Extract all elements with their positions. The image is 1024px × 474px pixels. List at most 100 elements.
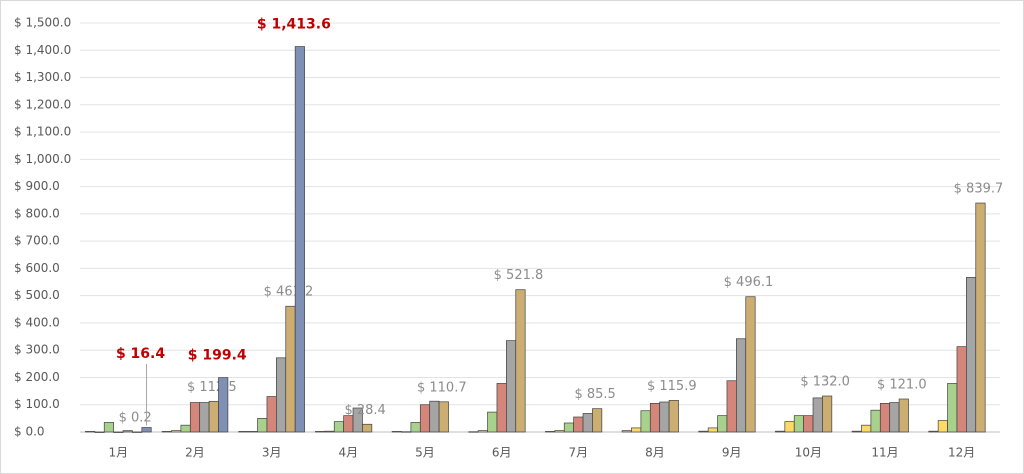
y-tick-label: $ 1,300.0 bbox=[14, 70, 71, 84]
bar bbox=[717, 415, 728, 433]
bar bbox=[294, 46, 305, 433]
bar bbox=[324, 430, 335, 433]
bar bbox=[668, 400, 679, 433]
y-tick-label: $ 900.0 bbox=[14, 179, 60, 193]
bar bbox=[103, 422, 114, 433]
bar bbox=[621, 430, 632, 433]
bar bbox=[141, 427, 152, 433]
y-tick-label: $ 1,100.0 bbox=[14, 125, 71, 139]
bar bbox=[410, 422, 421, 433]
data-label: $ 0.2 bbox=[119, 410, 152, 425]
bar bbox=[851, 430, 862, 433]
bar bbox=[218, 377, 229, 433]
bar bbox=[975, 202, 986, 433]
bar bbox=[180, 424, 191, 433]
bar bbox=[189, 402, 201, 433]
bar bbox=[343, 415, 354, 433]
bar bbox=[745, 296, 756, 433]
data-label: $ 1,413.6 bbox=[257, 17, 331, 33]
y-tick-label: $ 1,200.0 bbox=[14, 97, 71, 111]
x-tick-label: 12月 bbox=[948, 446, 975, 460]
bar bbox=[419, 404, 431, 433]
data-label: $ 521.8 bbox=[494, 268, 544, 283]
bar bbox=[113, 431, 124, 433]
bar bbox=[956, 346, 967, 433]
data-label: $ 199.4 bbox=[188, 348, 247, 364]
x-tick-label: 11月 bbox=[871, 446, 898, 460]
bar bbox=[429, 400, 440, 433]
bar bbox=[257, 418, 268, 433]
bar bbox=[726, 380, 737, 433]
y-tick-label: $ 800.0 bbox=[14, 206, 60, 220]
y-tick-label: $ 200.0 bbox=[14, 370, 60, 384]
bar bbox=[161, 431, 172, 433]
x-tick-label: 2月 bbox=[185, 446, 205, 460]
y-tick-label: $ 1,000.0 bbox=[14, 152, 71, 166]
bar bbox=[199, 402, 210, 433]
bar bbox=[736, 338, 747, 433]
bar bbox=[582, 413, 593, 433]
bar bbox=[822, 395, 833, 433]
x-tick-label: 3月 bbox=[262, 446, 282, 460]
y-tick-label: $ 1,400.0 bbox=[14, 43, 71, 57]
bar bbox=[285, 305, 296, 433]
data-label: $ 16.4 bbox=[116, 346, 165, 362]
bar bbox=[937, 420, 948, 433]
x-tick-label: 6月 bbox=[492, 446, 512, 460]
bar bbox=[545, 431, 556, 433]
bar bbox=[649, 403, 661, 433]
bar bbox=[85, 431, 96, 433]
bar bbox=[889, 402, 900, 433]
bar bbox=[401, 431, 412, 433]
y-tick-label: $ 600.0 bbox=[14, 261, 60, 275]
bar bbox=[812, 397, 823, 433]
data-label: $ 461.2 bbox=[264, 285, 314, 300]
bar bbox=[247, 431, 258, 433]
bar bbox=[793, 415, 804, 433]
y-tick-label: $ 0.0 bbox=[14, 425, 45, 439]
bar bbox=[496, 383, 507, 433]
data-label: $ 115.9 bbox=[647, 379, 697, 394]
data-label: $ 496.1 bbox=[724, 275, 774, 290]
bar bbox=[391, 431, 402, 433]
x-tick-label: 9月 bbox=[722, 446, 742, 460]
bar bbox=[803, 415, 814, 433]
bar bbox=[640, 410, 651, 433]
bar bbox=[870, 409, 881, 433]
bar bbox=[506, 340, 517, 433]
bar bbox=[362, 423, 373, 433]
data-label: $ 121.0 bbox=[877, 378, 927, 393]
data-label: $ 839.7 bbox=[954, 182, 1004, 197]
bar bbox=[487, 411, 498, 433]
bar bbox=[132, 431, 143, 433]
bar bbox=[966, 277, 977, 433]
bar bbox=[468, 431, 479, 433]
bar bbox=[333, 421, 344, 433]
bar bbox=[563, 422, 574, 433]
data-label: $ 112.5 bbox=[187, 380, 237, 395]
y-tick-label: $ 400.0 bbox=[14, 315, 60, 329]
x-tick-label: 5月 bbox=[415, 446, 435, 460]
y-tick-label: $ 500.0 bbox=[14, 288, 60, 302]
data-label: $ 85.5 bbox=[574, 387, 615, 402]
bar bbox=[171, 430, 182, 433]
bar bbox=[879, 403, 891, 433]
data-label: $ 110.7 bbox=[417, 380, 467, 395]
x-tick-label: 7月 bbox=[569, 446, 589, 460]
x-tick-label: 4月 bbox=[339, 446, 359, 460]
bar bbox=[784, 421, 795, 433]
data-label: $ 132.0 bbox=[800, 375, 850, 390]
bar bbox=[94, 431, 105, 433]
bar bbox=[352, 407, 363, 433]
bar bbox=[592, 408, 603, 433]
x-tick-label: 1月 bbox=[109, 446, 129, 460]
bar bbox=[698, 430, 709, 433]
x-tick-label: 8月 bbox=[645, 446, 665, 460]
bar bbox=[515, 289, 526, 433]
bar bbox=[775, 430, 786, 433]
x-tick-label: 10月 bbox=[795, 446, 822, 460]
bar bbox=[898, 398, 909, 433]
bar bbox=[554, 430, 565, 433]
y-tick-label: $ 100.0 bbox=[14, 397, 60, 411]
bar bbox=[266, 396, 277, 433]
